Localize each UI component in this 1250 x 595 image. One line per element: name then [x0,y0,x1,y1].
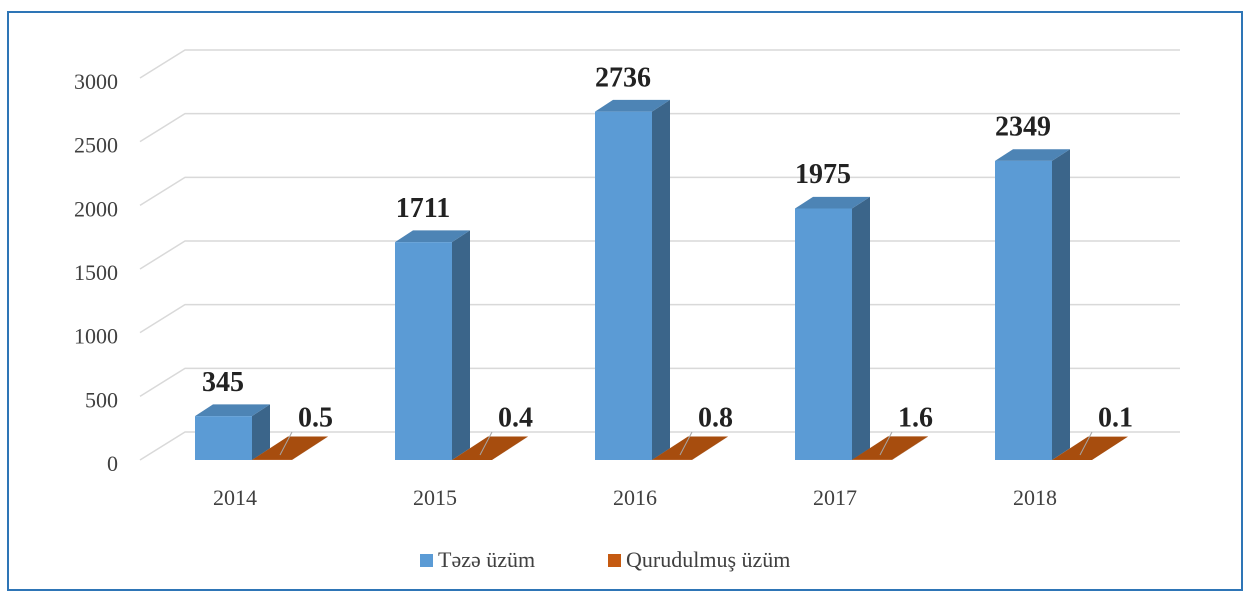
bar [795,196,870,461]
bar-face [492,436,528,460]
x-tick-label: 2017 [813,485,857,510]
y-tick-label: 500 [85,387,118,412]
y-tick-label: 2000 [74,196,118,221]
y-tick-label: 1500 [74,260,118,285]
legend-label: Təzə üzüm [438,547,535,572]
x-tick-label: 2015 [413,485,457,510]
bar-face [892,436,928,460]
bar-face [852,436,928,460]
bar [252,436,328,460]
legend-swatch [608,554,621,567]
bar-face [395,242,452,460]
bar-face [1052,436,1128,460]
bar-face [652,99,670,460]
data-label: 1711 [396,193,450,224]
leader-line [679,431,693,456]
legend-label: Qurudulmuş üzüm [626,547,790,572]
bar [852,436,928,460]
grid-line [139,112,1180,143]
bar-face [252,436,328,460]
leader-line [1079,431,1093,456]
data-label: 0.4 [498,402,533,433]
bar-face [595,111,652,460]
bar [995,149,1070,461]
data-label: 0.1 [1098,402,1133,433]
bar-face [1092,436,1128,460]
leader-line [479,431,493,456]
bar [595,99,670,460]
y-tick-label: 2500 [74,133,118,158]
x-tick-label: 2018 [1013,485,1057,510]
bar-face [1052,149,1070,460]
y-tick-label: 0 [107,451,118,476]
y-tick-label: 3000 [74,69,118,94]
bar [195,404,270,460]
leader-line [879,431,893,456]
data-label: 0.5 [298,402,333,433]
bar [1052,436,1128,460]
bar-face [795,208,852,460]
data-label: 2736 [595,62,651,93]
legend-swatch [420,554,433,567]
bar-face [195,416,252,460]
bar-face [252,404,270,460]
grid-line [139,49,1180,79]
bar-face [852,196,870,461]
bar-face [795,196,870,209]
bar-face [995,149,1070,161]
bar-face [395,230,470,243]
leader-line [279,431,293,456]
bar [652,436,728,460]
bar-face [452,436,528,460]
grid-line [139,176,1180,206]
data-label: 1.6 [898,402,933,433]
y-tick-label: 1000 [74,324,118,349]
bar-face [995,160,1052,461]
data-label: 345 [202,367,244,398]
data-label: 1975 [795,159,851,190]
bar-face [292,436,328,460]
x-tick-label: 2016 [613,485,657,510]
bar-face [652,436,728,460]
bar-face [195,404,270,417]
data-label: 0.8 [698,402,733,433]
bar-face [452,230,470,460]
bar [395,230,470,460]
bar-face [692,436,728,460]
data-label: 2349 [995,112,1051,143]
x-tick-label: 2014 [213,485,257,510]
bar-face [595,99,670,112]
bar [452,436,528,460]
